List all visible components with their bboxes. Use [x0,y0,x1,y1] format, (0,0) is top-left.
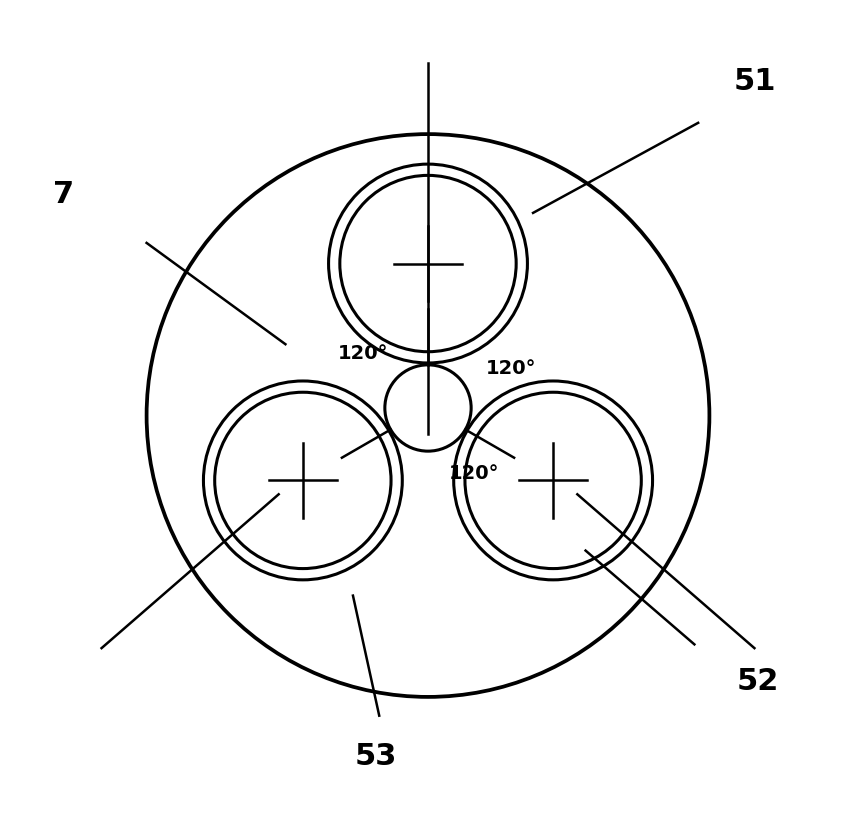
Text: 51: 51 [734,67,776,96]
Text: 120°: 120° [338,344,389,363]
Text: 120°: 120° [486,359,537,378]
Text: 52: 52 [737,667,779,696]
Text: 7: 7 [53,180,74,209]
Text: 120°: 120° [449,464,499,483]
Text: 53: 53 [354,743,396,771]
